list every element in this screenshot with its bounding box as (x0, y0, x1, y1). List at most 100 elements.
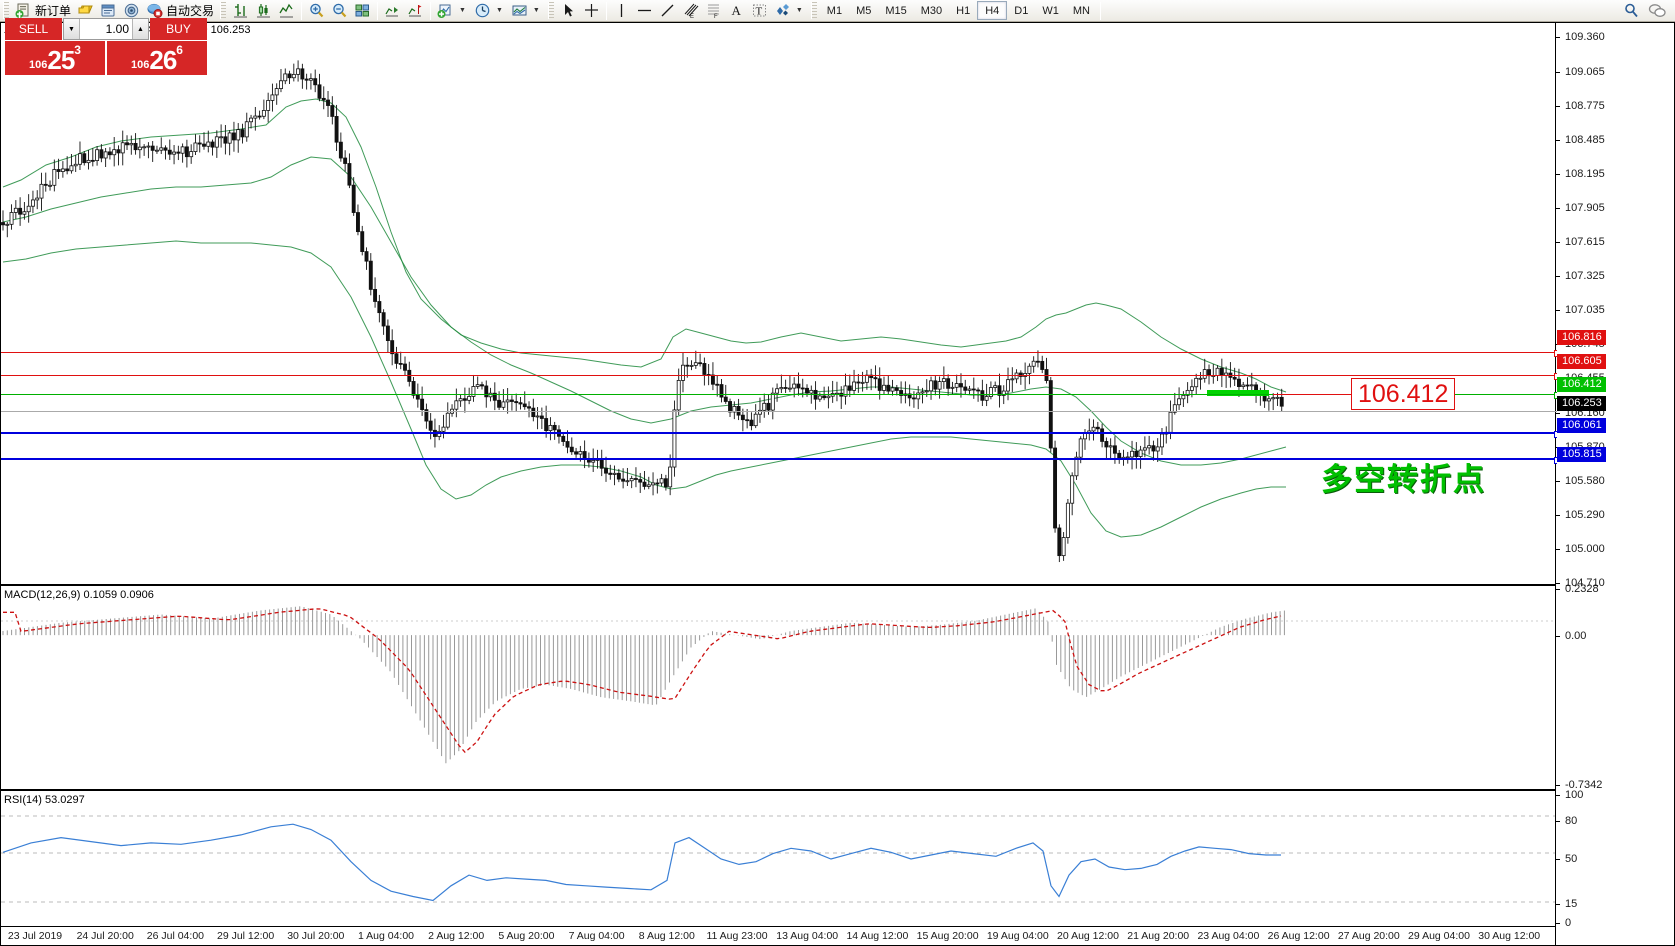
price-badge-resistance-106-816[interactable]: 106.816 (1557, 329, 1606, 345)
shapes-dropdown-caret[interactable]: ▼ (795, 7, 803, 14)
price-badge-support-105-815[interactable]: 105.815 (1557, 447, 1606, 463)
period-dropdown-caret[interactable]: ▼ (495, 7, 503, 14)
time-tick-8: 7 Aug 04:00 (568, 930, 625, 942)
price-tick-108-775: 108.775 (1556, 100, 1605, 112)
autotrading-button[interactable]: 自动交易 (143, 1, 217, 21)
timeframe-m15[interactable]: M15 (885, 4, 907, 17)
timeframe-w1[interactable]: W1 (1042, 4, 1059, 17)
text-tool-button[interactable]: A (725, 1, 748, 21)
price-pane[interactable]: 106.412 多空转折点 (1, 37, 1557, 583)
navigator-button[interactable] (120, 1, 143, 21)
macd-pane[interactable]: MACD(12,26,9) 0.1059 0.0906 (1, 587, 1557, 787)
cursor-tool-button[interactable] (557, 1, 580, 21)
shapes-arrows-button[interactable]: ▼ (771, 1, 808, 21)
line-chart-icon (278, 2, 295, 19)
time-tick-13: 15 Aug 20:00 (916, 930, 979, 942)
pivot-line-106412[interactable] (1, 392, 1557, 399)
rsi-series-line (2, 823, 1281, 902)
toolbar-grip-2[interactable] (220, 2, 227, 19)
expert-advisors-button[interactable] (74, 1, 97, 21)
vertical-line-button[interactable] (610, 1, 633, 21)
sell-price-button[interactable]: 106 25 3 (5, 41, 105, 75)
market-watch-button[interactable] (97, 1, 120, 21)
zoom-in-button[interactable] (305, 1, 328, 21)
timeframe-m30[interactable]: M30 (920, 4, 943, 17)
text-label-button[interactable]: T (748, 1, 771, 21)
template-dropdown-caret[interactable]: ▼ (532, 7, 540, 14)
zoom-out-button[interactable] (328, 1, 351, 21)
price-tick-105-000: 105.000 (1556, 543, 1605, 555)
resistance-line-106816[interactable] (1, 350, 1557, 357)
price-badge-resistance-106-605[interactable]: 106.605 (1557, 354, 1606, 370)
toolbar-grip-4[interactable] (810, 2, 817, 19)
chart-window[interactable]: USDJPY-,H4 106.287 106.421 106.229 106.2… (0, 22, 1675, 946)
search-icon[interactable] (1623, 2, 1640, 19)
price-tick-104-710: 104.710 (1556, 578, 1605, 589)
price-callout: 106.412 (1351, 378, 1456, 410)
new-order-icon (15, 2, 32, 19)
time-tick-5: 1 Aug 04:00 (357, 930, 415, 942)
support-line-106061[interactable] (1, 431, 1557, 438)
timeframe-mn[interactable]: MN (1072, 4, 1090, 17)
vertical-line-icon (613, 2, 630, 19)
buy-price-button[interactable]: 106 26 6 (107, 41, 207, 75)
svg-text:F: F (714, 14, 718, 19)
timeframe-h4[interactable]: H4 (977, 1, 1008, 20)
timeframe-m1[interactable]: M1 (826, 4, 843, 17)
equidistant-channel-button[interactable]: E (679, 1, 702, 21)
price-tick-109-360: 109.360 (1556, 32, 1605, 43)
fibonacci-button[interactable]: F (702, 1, 725, 21)
indicator-dropdown-caret[interactable]: ▼ (459, 7, 466, 14)
support-line-105815[interactable] (1, 457, 1557, 464)
trendline-button[interactable] (656, 1, 679, 21)
clock-icon (474, 2, 491, 19)
resistance-line-106605[interactable] (1, 373, 1557, 380)
rsi-pane[interactable]: RSI(14) 53.0297 (1, 792, 1557, 926)
horizontal-line-button[interactable] (633, 1, 656, 21)
buy-price-fraction: 6 (176, 43, 183, 57)
templates-button[interactable]: ▼ (508, 1, 545, 21)
candlestick-icon (255, 2, 272, 19)
horizontal-line-icon (636, 2, 653, 19)
candlestick-chart-button[interactable] (252, 1, 275, 21)
channel-icon: E (682, 2, 699, 19)
chat-icon[interactable] (1648, 2, 1666, 19)
timeframe-m5[interactable]: M5 (856, 4, 872, 17)
timeframe-group: M1 M5 M15 M30 H1 H4 D1 W1 MN (820, 1, 1097, 20)
volume-stepper[interactable]: ▼ 1.00 ▲ (63, 18, 149, 40)
candlestick-series (1, 60, 1284, 563)
price-badge-support-106-061[interactable]: 106.061 (1557, 418, 1606, 434)
price-axis[interactable]: 109.360 109.065 108.775 108.485 108.195 107.9… (1555, 23, 1674, 945)
sell-button[interactable]: SELL (5, 18, 62, 40)
toolbar-separator-5 (1099, 1, 1101, 20)
crosshair-tool-button[interactable] (580, 1, 603, 21)
toolbar-grip[interactable] (3, 2, 9, 19)
new-order-button[interactable]: 新订单 (12, 1, 74, 21)
volume-dropdown-icon[interactable]: ▼ (64, 19, 80, 39)
chinese-annotation: 多空转折点 (1321, 462, 1486, 497)
buy-button[interactable]: BUY (150, 18, 207, 40)
volume-input[interactable]: 1.00 (80, 19, 132, 39)
text-label-icon: T (751, 2, 768, 19)
tile-windows-button[interactable] (351, 1, 374, 21)
price-tick-106-160: 106.160 (1556, 407, 1605, 419)
add-indicator-button[interactable]: ▼ (434, 1, 471, 21)
macd-plot (1, 606, 1557, 764)
last-price-line-106253 (1, 411, 1557, 412)
period-button[interactable]: ▼ (471, 1, 508, 21)
price-tick-105-580: 105.580 (1556, 475, 1605, 487)
toolbar-grip-3[interactable] (547, 2, 554, 19)
volume-spin-up-icon[interactable]: ▲ (132, 19, 148, 39)
chart-shift-button[interactable] (404, 1, 427, 21)
line-chart-button[interactable] (275, 1, 298, 21)
crosshair-icon (583, 2, 600, 19)
scroll-to-end-button[interactable] (381, 1, 404, 21)
price-badge-last-price-106-253[interactable]: 106.253 (1557, 395, 1606, 411)
price-badge-pivot-106-412[interactable]: 106.412 (1557, 377, 1606, 393)
price-tick-107-615: 107.615 (1556, 236, 1605, 248)
timeframe-h1[interactable]: H1 (956, 4, 971, 17)
bar-chart-button[interactable] (229, 1, 252, 21)
main-toolbar: 新订单 (0, 0, 1675, 22)
one-click-trading-panel[interactable]: SELL ▼ 1.00 ▲ BUY 106 25 3 106 26 6 (5, 18, 207, 75)
timeframe-d1[interactable]: D1 (1014, 4, 1029, 17)
